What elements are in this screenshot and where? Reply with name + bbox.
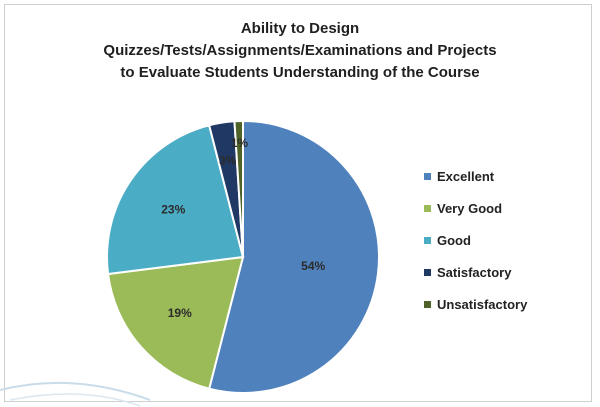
data-label-excellent: 54% xyxy=(301,259,325,273)
pie-slice-good xyxy=(106,124,245,276)
chart-title: Ability to Design Quizzes/Tests/Assignme… xyxy=(0,18,600,84)
legend: Excellent Very Good Good Satisfactory Unsati… xyxy=(424,160,527,320)
legend-swatch xyxy=(424,236,431,244)
legend-label: Excellent xyxy=(437,168,495,184)
legend-label: Very Good xyxy=(437,200,503,216)
data-label-good: 23% xyxy=(161,203,185,217)
legend-swatch xyxy=(424,172,431,180)
data-label-unsatisfactory: 1% xyxy=(231,136,249,150)
chart-title-line-3: to Evaluate Students Understanding of th… xyxy=(120,64,480,81)
pie-slice-unsatisfactory xyxy=(233,119,244,258)
legend-item-satisfactory: Satisfactory xyxy=(424,256,527,288)
legend-label: Satisfactory xyxy=(437,264,512,280)
legend-swatch xyxy=(424,300,431,308)
legend-label: Unsatisfactory xyxy=(437,296,528,312)
legend-swatch xyxy=(424,204,431,212)
legend-label: Good xyxy=(437,232,471,248)
data-label-satisfactory: 3% xyxy=(219,153,237,167)
legend-item-good: Good xyxy=(424,224,527,256)
data-label-very-good: 19% xyxy=(168,306,192,320)
legend-item-very-good: Very Good xyxy=(424,192,527,224)
decorative-swoosh xyxy=(0,381,151,407)
legend-item-unsatisfactory: Unsatisfactory xyxy=(424,288,527,320)
legend-swatch xyxy=(424,268,431,276)
chart-title-line-1: Ability to Design xyxy=(240,20,360,37)
pie-slice-excellent xyxy=(207,119,380,394)
chart-title-line-2: Quizzes/Tests/Assignments/Examinations a… xyxy=(103,42,497,59)
pie-slice-very-good xyxy=(106,255,245,390)
legend-item-excellent: Excellent xyxy=(424,160,527,192)
